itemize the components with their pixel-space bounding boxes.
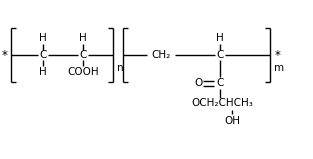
Text: H: H — [39, 67, 47, 77]
Text: *: * — [274, 48, 280, 62]
Text: H: H — [217, 33, 224, 43]
Text: COOH: COOH — [67, 67, 99, 77]
Text: OH: OH — [224, 116, 240, 126]
Text: C: C — [79, 50, 87, 60]
Text: H: H — [39, 33, 47, 43]
Text: n: n — [117, 63, 123, 73]
Text: CH₂: CH₂ — [151, 50, 170, 60]
Text: m: m — [274, 63, 284, 73]
Text: O: O — [194, 78, 203, 88]
Text: C: C — [39, 50, 47, 60]
Text: *: * — [1, 48, 7, 62]
Text: C: C — [217, 78, 224, 88]
Text: C: C — [217, 50, 224, 60]
Text: OCH₂CHCH₃: OCH₂CHCH₃ — [192, 98, 253, 108]
Text: H: H — [79, 33, 87, 43]
